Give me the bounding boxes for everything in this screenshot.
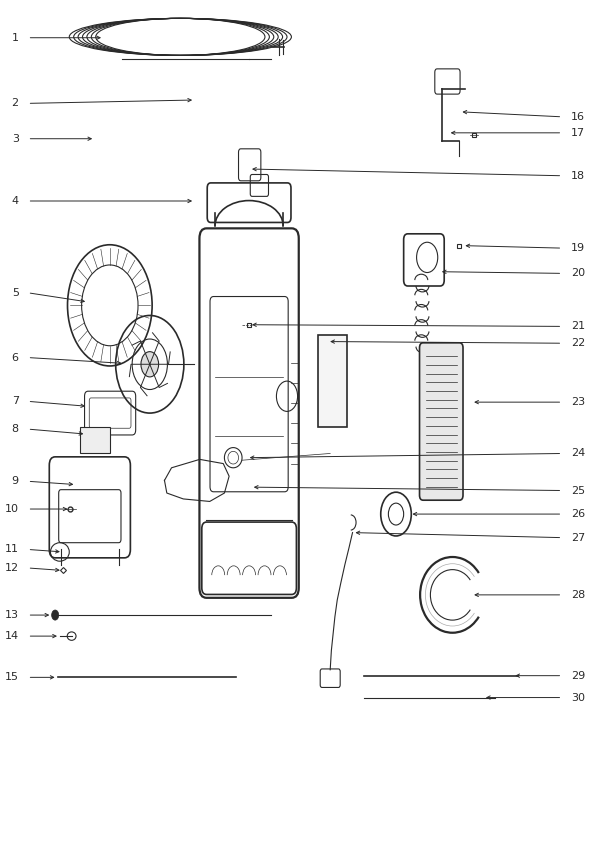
Text: 26: 26	[571, 509, 585, 519]
Text: 12: 12	[5, 563, 19, 573]
Text: 16: 16	[571, 112, 585, 122]
Text: 23: 23	[571, 397, 585, 407]
Text: 14: 14	[5, 631, 19, 642]
FancyBboxPatch shape	[319, 335, 347, 427]
FancyBboxPatch shape	[80, 427, 110, 453]
Text: 22: 22	[571, 338, 585, 348]
Text: 18: 18	[571, 171, 585, 180]
Text: 2: 2	[12, 99, 19, 109]
Text: 15: 15	[5, 673, 19, 682]
Text: 13: 13	[5, 610, 19, 620]
Text: 9: 9	[12, 476, 19, 486]
Text: 30: 30	[571, 693, 585, 702]
Circle shape	[52, 610, 58, 620]
Text: 19: 19	[571, 243, 585, 253]
Text: 10: 10	[5, 504, 19, 514]
Text: 27: 27	[571, 533, 585, 543]
Text: 28: 28	[571, 590, 585, 600]
Text: 17: 17	[571, 128, 585, 137]
Circle shape	[141, 352, 159, 377]
Text: 24: 24	[571, 448, 585, 459]
Text: 5: 5	[12, 287, 19, 298]
FancyBboxPatch shape	[419, 343, 463, 500]
Text: 1: 1	[12, 33, 19, 43]
Text: 7: 7	[12, 396, 19, 406]
Text: 6: 6	[12, 352, 19, 362]
Text: 11: 11	[5, 545, 19, 555]
Text: 3: 3	[12, 134, 19, 143]
Text: 20: 20	[571, 268, 585, 278]
Text: 21: 21	[571, 321, 585, 331]
Text: 8: 8	[12, 424, 19, 434]
Text: 29: 29	[571, 671, 585, 680]
Text: 4: 4	[12, 196, 19, 206]
Text: 25: 25	[571, 486, 585, 496]
